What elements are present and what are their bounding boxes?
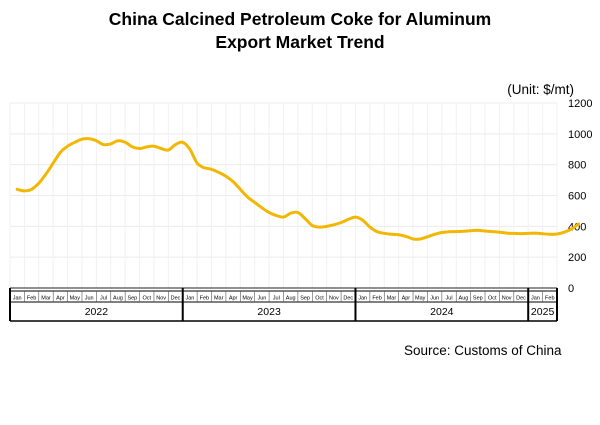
month-label: Aug [286, 296, 296, 302]
month-label: Sep [127, 296, 137, 302]
month-label: Jul [446, 296, 453, 302]
y-tick-label: 400 [568, 221, 586, 233]
month-label: Nov [502, 296, 512, 302]
x-axis-table: Jan Feb Mar Apr May Jun Jul Aug Sep Oct Nov Dec 2022… [9, 287, 558, 322]
month-label: Jan [13, 296, 22, 302]
month-label: May [242, 296, 253, 302]
month-label: Aug [459, 296, 469, 302]
month-label: Jul [273, 296, 280, 302]
y-axis: 0 200 400 600 800 1000 1200 [568, 98, 592, 295]
month-label: Dec [343, 296, 353, 302]
month-label: Mar [214, 296, 224, 302]
y-tick-label: 0 [568, 283, 574, 295]
month-label: Mar [387, 296, 397, 302]
chart-title: China Calcined Petroleum Coke for Alumin… [0, 8, 600, 54]
month-label: Nov [329, 296, 339, 302]
month-label: Sep [473, 296, 483, 302]
month-label: May [70, 296, 81, 302]
month-label: Jan [185, 296, 194, 302]
year-label: 2024 [430, 306, 454, 318]
month-label: Jun [257, 296, 266, 302]
month-label: Apr [56, 296, 65, 302]
month-label: Jul [100, 296, 107, 302]
series-layer [15, 137, 581, 241]
month-label: Sep [300, 296, 310, 302]
month-label: Nov [156, 296, 166, 302]
month-label: Apr [229, 296, 238, 302]
month-label: Oct [142, 296, 151, 302]
y-tick-label: 1000 [568, 129, 592, 141]
unit-label: (Unit: $/mt) [507, 82, 574, 97]
month-label: Dec [516, 296, 526, 302]
month-label: Jan [531, 296, 540, 302]
chart-title-line-2: Export Market Trend [215, 32, 385, 52]
y-tick-label: 1200 [568, 98, 592, 110]
month-label: Dec [171, 296, 181, 302]
month-label: Feb [372, 296, 381, 302]
month-label: Jan [358, 296, 367, 302]
month-label: Oct [315, 296, 324, 302]
month-label: Aug [113, 296, 123, 302]
y-tick-label: 200 [568, 252, 586, 264]
month-label: Feb [545, 296, 554, 302]
month-label: Mar [41, 296, 51, 302]
month-label: Jun [430, 296, 439, 302]
y-tick-label: 800 [568, 160, 586, 172]
month-label: Apr [402, 296, 411, 302]
year-label: 2023 [257, 306, 281, 318]
source-note: Source: Customs of China [404, 343, 562, 358]
grid-lines [9, 102, 558, 288]
year-label: 2022 [85, 306, 109, 318]
month-label: Jun [85, 296, 94, 302]
year-label: 2025 [531, 306, 555, 318]
month-label: Feb [27, 296, 36, 302]
y-tick-label: 600 [568, 191, 586, 203]
series-line [15, 137, 581, 241]
month-label: Feb [200, 296, 209, 302]
chart-title-line-1: China Calcined Petroleum Coke for Alumin… [108, 9, 492, 29]
month-label: May [415, 296, 426, 302]
month-label: Oct [488, 296, 497, 302]
